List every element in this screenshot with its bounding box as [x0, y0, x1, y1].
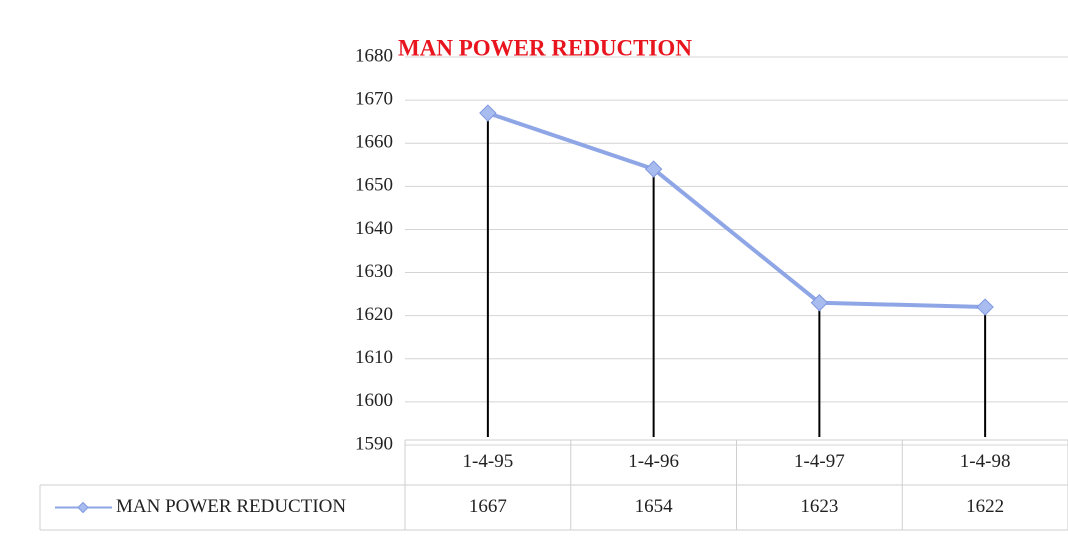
y-tick-label: 1650 [355, 175, 393, 196]
y-tick-label: 1600 [355, 390, 393, 411]
y-tick-label: 1630 [355, 261, 393, 282]
x-tick-label: 1-4-96 [628, 451, 679, 472]
marker [479, 104, 497, 122]
y-tick-label: 1640 [355, 218, 393, 239]
y-tick-label: 1680 [355, 45, 393, 66]
marker [810, 294, 829, 312]
table-value: 1622 [966, 496, 1004, 517]
y-tick-label: 1620 [355, 304, 393, 325]
marker [644, 160, 663, 178]
marker [976, 298, 994, 316]
x-tick-label: 1-4-98 [960, 451, 1011, 472]
legend-marker [77, 501, 89, 514]
x-tick-label: 1-4-95 [463, 451, 514, 472]
y-tick-label: 1670 [355, 88, 393, 109]
y-tick-label: 1610 [355, 347, 393, 368]
table-value: 1667 [469, 496, 507, 517]
table-value: 1654 [635, 496, 674, 517]
series-line [487, 111, 986, 310]
y-tick-label: 1590 [355, 433, 393, 454]
legend-label: MAN POWER REDUCTION [116, 496, 346, 517]
x-tick-label: 1-4-97 [794, 451, 845, 472]
table-value: 1623 [800, 496, 838, 517]
y-tick-label: 1660 [355, 132, 393, 153]
chart-title: MAN POWER REDUCTION [398, 35, 692, 60]
